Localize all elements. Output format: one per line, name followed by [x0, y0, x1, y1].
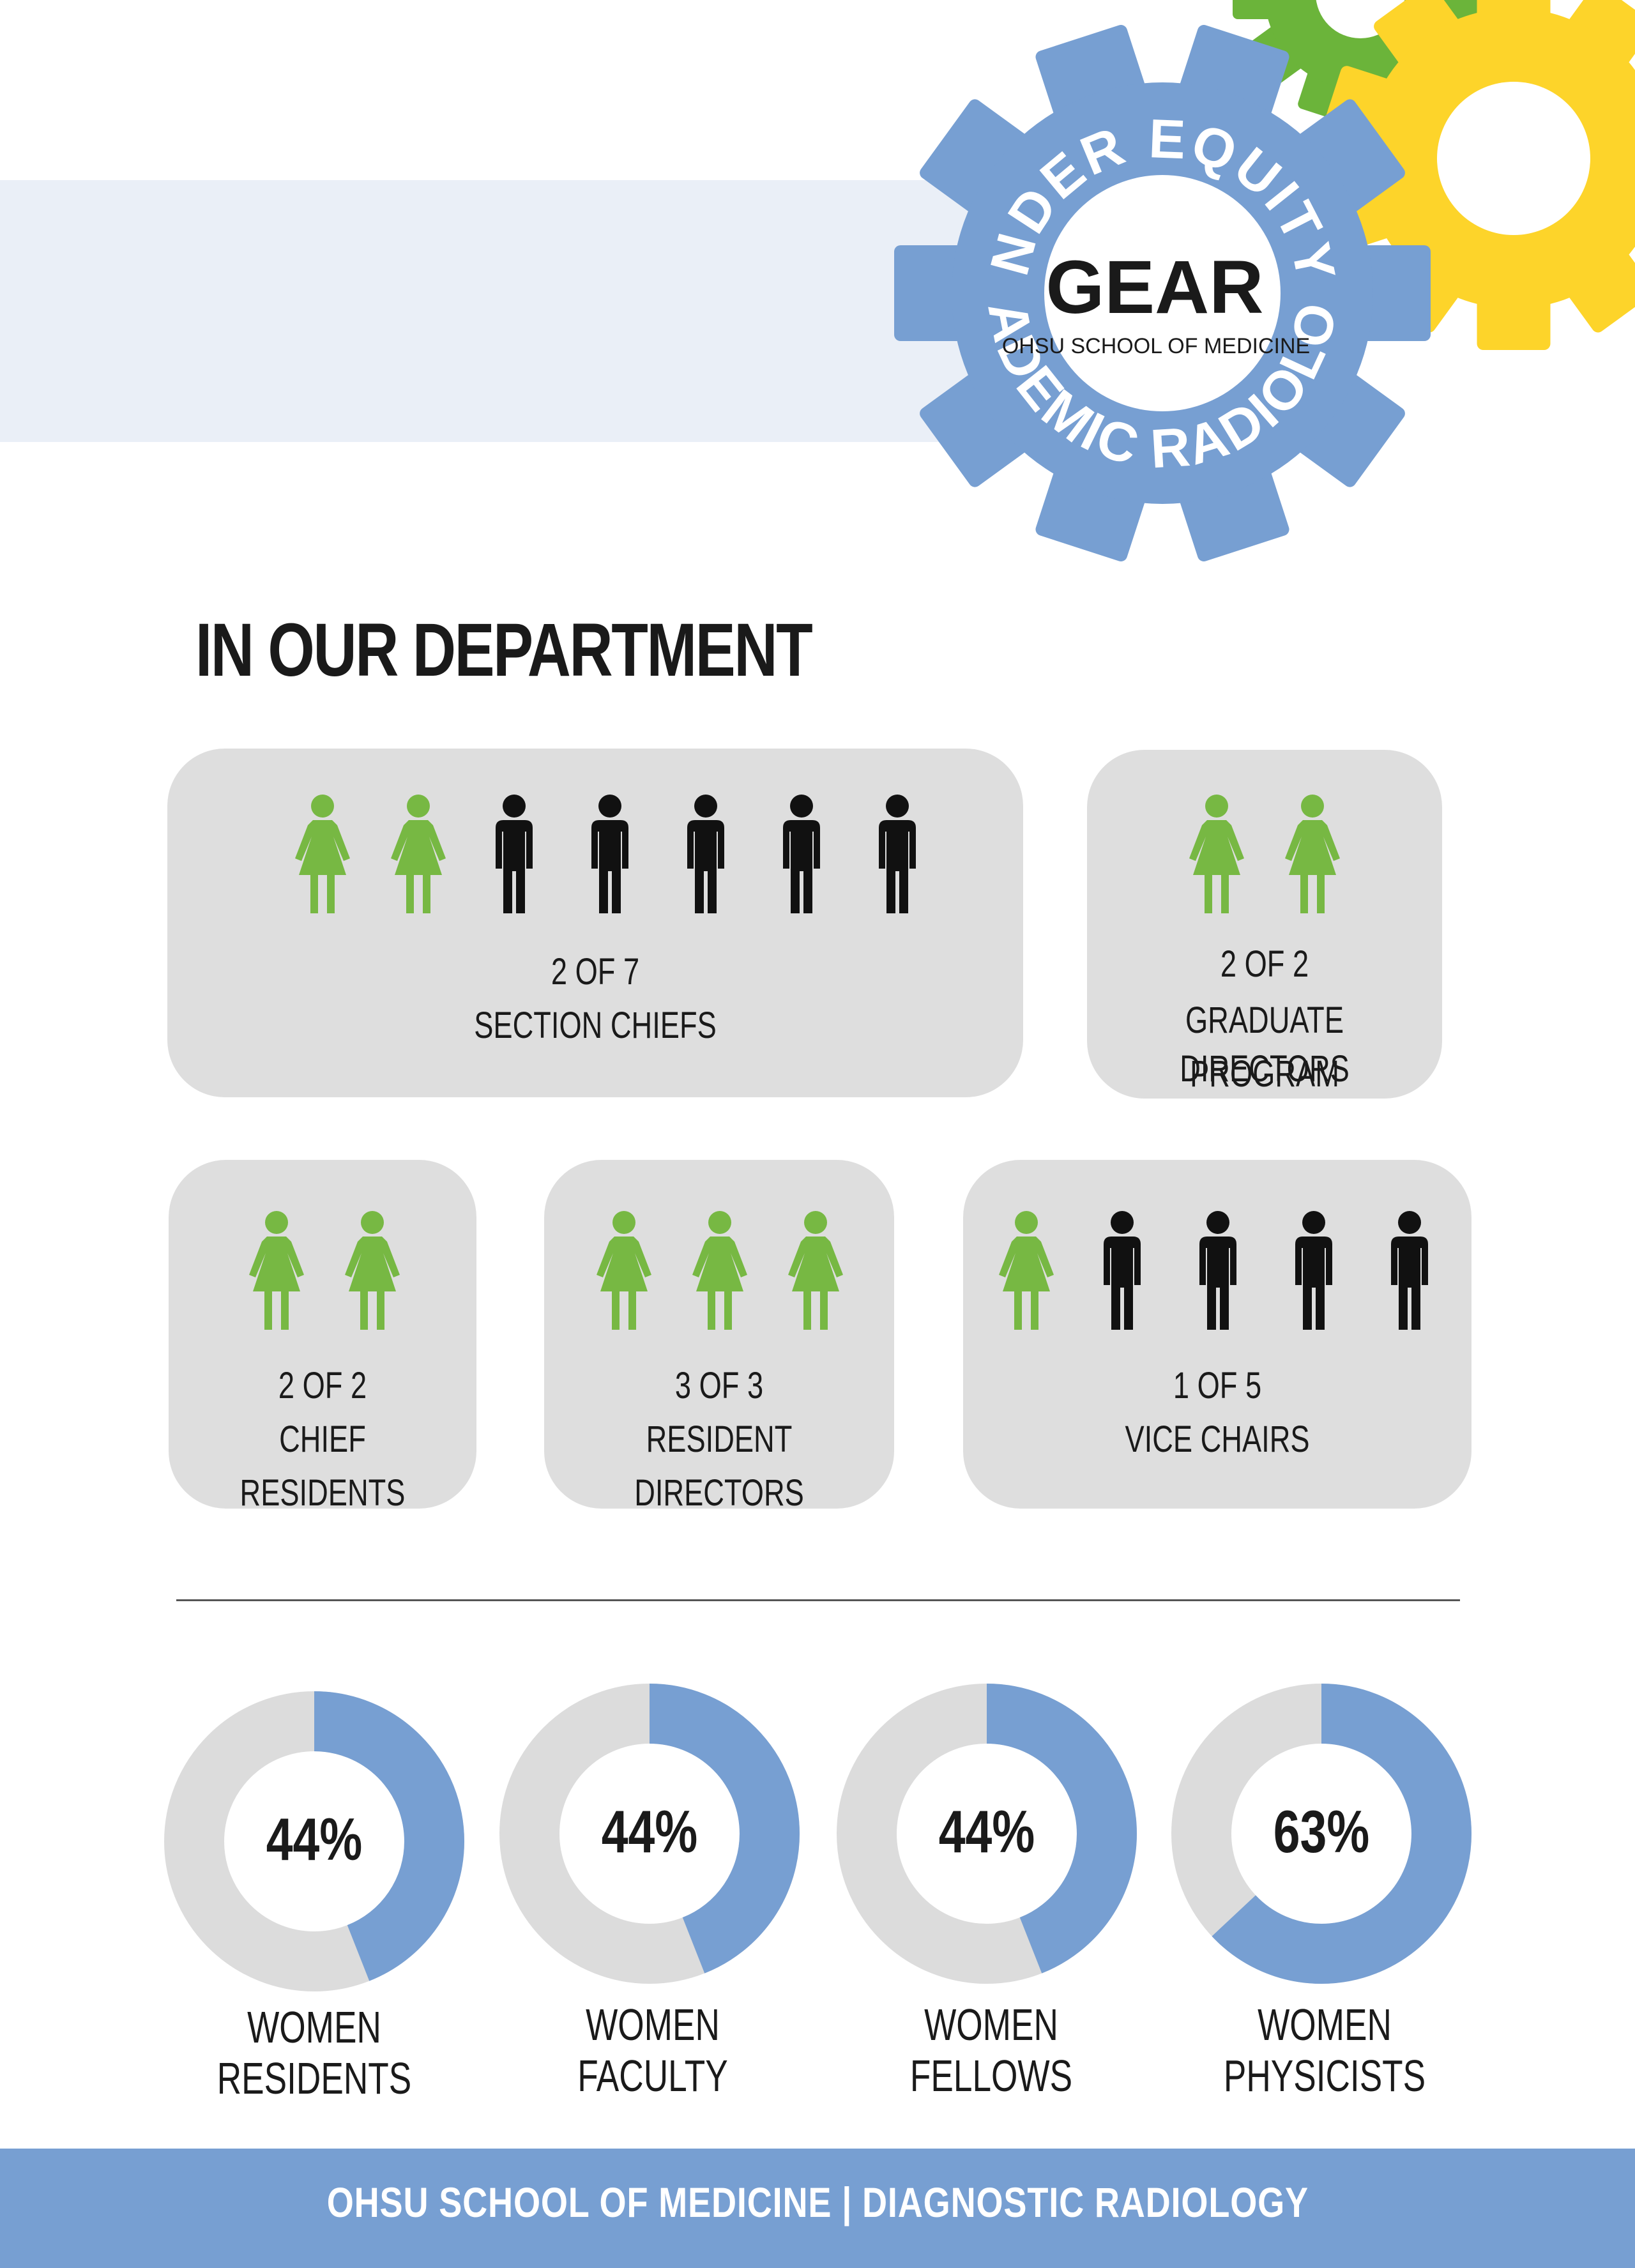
man-icon	[1104, 1211, 1141, 1330]
stat-label: WOMEN FELLOWS	[909, 2000, 1073, 2101]
card-role: RESIDENT DIRECTORS	[634, 1419, 804, 1514]
donut-value-arc	[499, 1684, 800, 1984]
donut-chart	[837, 1684, 1137, 1984]
donut-value-arc	[164, 1691, 464, 1991]
man-icon	[783, 795, 820, 913]
stat-label: WOMEN RESIDENTS	[217, 2002, 412, 2103]
stat-percent: 63%	[1273, 1798, 1370, 1865]
woman-icon	[1285, 795, 1340, 913]
woman-icon	[295, 795, 350, 913]
card-role: GRADUATE PROGRAM	[1185, 1000, 1344, 1095]
donut-chart	[164, 1691, 464, 1991]
woman-icon	[597, 1211, 651, 1330]
donut-value-arc	[837, 1684, 1137, 1984]
donut-chart	[1171, 1684, 1472, 1984]
figure-row	[275, 787, 945, 915]
card-resident-directors: 3 OF 3 RESIDENT DIRECTORS	[544, 1160, 894, 1514]
logo-acronym: GEAR	[1046, 245, 1264, 330]
card-count: 2 OF 2	[1220, 943, 1309, 985]
man-icon	[496, 795, 533, 913]
stat-percent: 44%	[938, 1798, 1035, 1865]
man-icon	[1295, 1211, 1332, 1330]
card-role: VICE CHAIRS	[1125, 1419, 1310, 1460]
man-icon	[591, 795, 628, 913]
man-icon	[687, 795, 724, 913]
footer-text: OHSU SCHOOL OF MEDICINE | DIAGNOSTIC RAD…	[326, 2179, 1309, 2226]
logo-institution: OHSU SCHOOL OF MEDICINE	[1002, 334, 1310, 358]
woman-icon	[692, 1211, 747, 1330]
card-graduate-program-directors: 2 OF 2 GRADUATE PROGRAM DIRECTORS	[1087, 750, 1442, 1099]
donut-women-physicists: 63%	[1171, 1684, 1472, 1984]
gear-logo: GENDER EQUITY IN ACADEMIC RADIOLOGY GEAR…	[830, 0, 1635, 562]
figure-row	[576, 1203, 863, 1331]
woman-icon	[345, 1211, 400, 1330]
footer-bar: OHSU SCHOOL OF MEDICINE | DIAGNOSTIC RAD…	[0, 2149, 1635, 2268]
woman-icon	[391, 795, 446, 913]
card-count: 3 OF 3	[674, 1365, 764, 1406]
section-divider	[176, 1599, 1460, 1601]
card-role: SECTION CHIEFS	[474, 1005, 717, 1046]
figure-row	[1169, 787, 1360, 915]
figure-row	[978, 1203, 1457, 1331]
donut-women-fellows: 44%	[837, 1684, 1137, 1984]
card-chief-residents: 2 OF 2 CHIEF RESIDENTS	[169, 1160, 476, 1514]
figure-row	[229, 1203, 420, 1331]
donut-women-residents: 44%	[164, 1691, 464, 1991]
stat-percent: 44%	[266, 1806, 363, 1873]
donut-value-arc	[1171, 1684, 1472, 1984]
section-heading: IN OUR DEPARTMENT	[195, 608, 813, 692]
donut-women-faculty: 44%	[499, 1684, 800, 1984]
stat-label: WOMEN FACULTY	[577, 2000, 728, 2101]
woman-icon	[1189, 795, 1244, 913]
card-role: CHIEF RESIDENTS	[240, 1419, 406, 1514]
card-vice-chairs: 1 OF 5 VICE CHAIRS	[963, 1160, 1472, 1509]
card-role-line2: DIRECTORS	[1180, 1048, 1350, 1090]
donut-chart	[499, 1684, 800, 1984]
woman-icon	[788, 1211, 843, 1330]
woman-icon	[999, 1211, 1054, 1330]
man-icon	[879, 795, 916, 913]
man-icon	[1391, 1211, 1428, 1330]
card-count: 1 OF 5	[1173, 1365, 1262, 1406]
woman-icon	[249, 1211, 304, 1330]
main-gear-icon	[894, 24, 1431, 562]
man-icon	[1199, 1211, 1236, 1330]
card-section-chiefs: 2 OF 7 SECTION CHIEFS	[167, 749, 1023, 1097]
stat-label: WOMEN PHYSICISTS	[1223, 2000, 1426, 2101]
stat-percent: 44%	[601, 1798, 698, 1865]
card-count: 2 OF 2	[278, 1365, 367, 1406]
card-count: 2 OF 7	[551, 951, 640, 993]
